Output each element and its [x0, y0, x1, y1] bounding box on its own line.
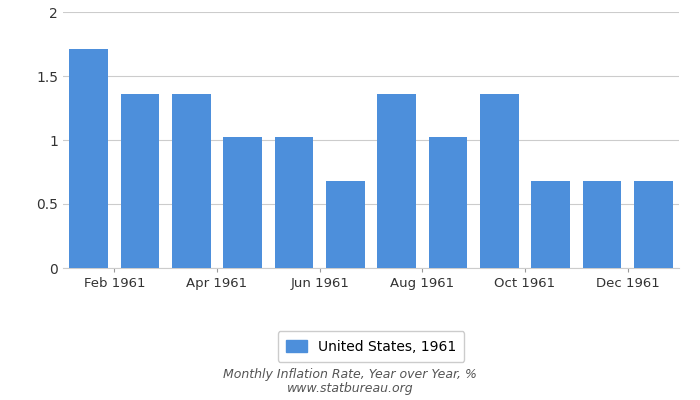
Bar — [480, 94, 519, 268]
Bar — [69, 49, 108, 268]
Bar — [428, 138, 468, 268]
Bar — [582, 181, 622, 268]
Bar — [172, 94, 211, 268]
Text: www.statbureau.org: www.statbureau.org — [287, 382, 413, 395]
Text: Monthly Inflation Rate, Year over Year, %: Monthly Inflation Rate, Year over Year, … — [223, 368, 477, 381]
Bar — [120, 94, 160, 268]
Bar — [531, 181, 570, 268]
Bar — [326, 181, 365, 268]
Bar — [377, 94, 416, 268]
Bar — [274, 138, 314, 268]
Bar — [223, 138, 262, 268]
Legend: United States, 1961: United States, 1961 — [278, 331, 464, 362]
Bar — [634, 181, 673, 268]
